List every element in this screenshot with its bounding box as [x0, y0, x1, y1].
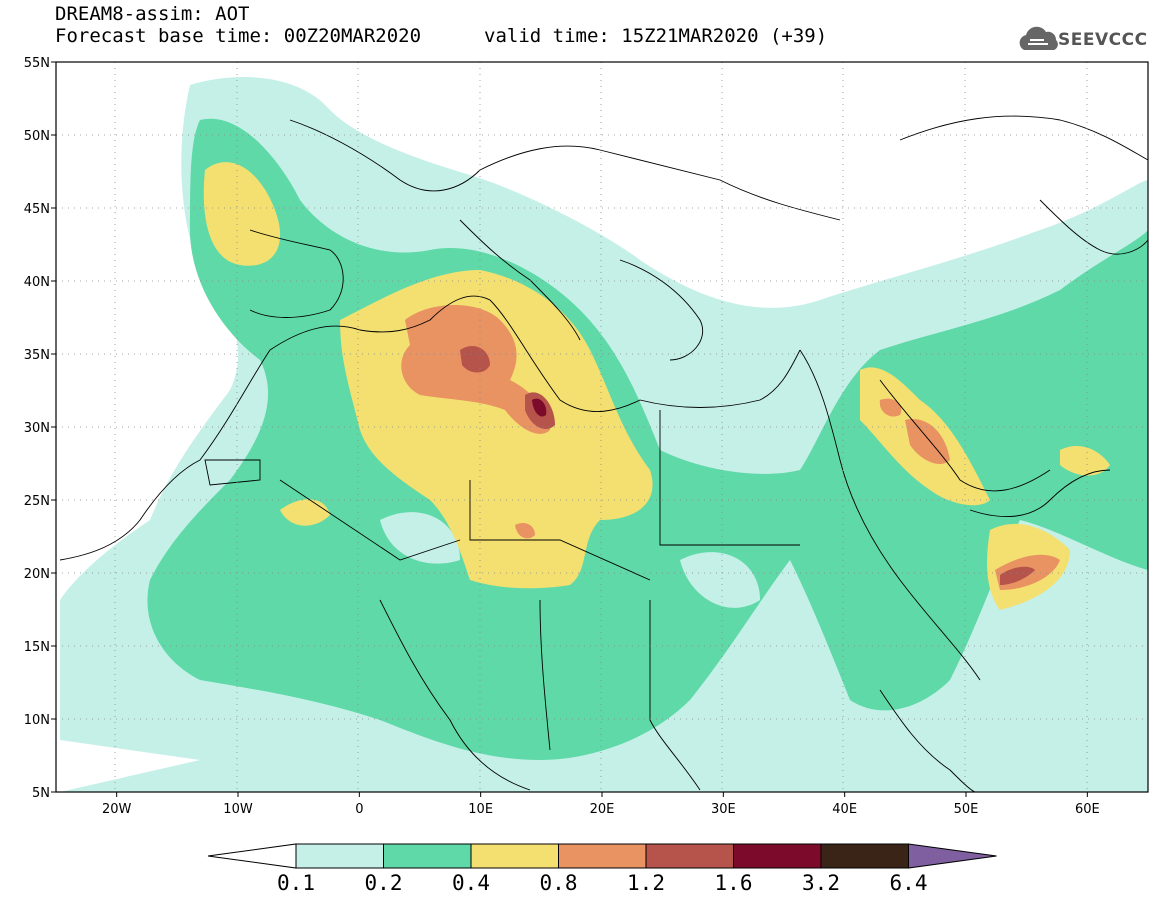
title-line-1: DREAM8-assim: AOT — [55, 3, 250, 25]
lon-tick-label: 10E — [468, 802, 493, 817]
lat-tick-label: 25N — [24, 494, 50, 509]
colorbar-bin — [733, 843, 822, 869]
aot-band-0.2 — [147, 118, 1148, 760]
lat-tick-label: 50N — [24, 129, 50, 144]
colorbar-level-label: 0.2 — [365, 871, 403, 895]
lon-tick-label: 60E — [1075, 802, 1100, 817]
logo-text: SEEVCCC — [1058, 30, 1148, 50]
lon-tick-label: 20E — [590, 802, 615, 817]
lon-tick-label: 0 — [355, 802, 363, 817]
lon-axis-labels: 20W 10W 0 10E 20E 30E 40E 50E 60E — [102, 792, 1100, 817]
title-valid-time: valid time: 15Z21MAR2020 (+39) — [484, 25, 828, 47]
lat-tick-label: 5N — [32, 786, 50, 801]
colorbar: 0.1 0.2 0.4 0.8 1.2 1.6 3.2 6.4 — [207, 843, 997, 895]
map-grid — [56, 62, 1148, 792]
lat-tick-label: 40N — [24, 275, 50, 290]
lon-tick-label: 50E — [954, 802, 979, 817]
lat-tick-label: 15N — [24, 640, 50, 655]
lat-tick-label: 45N — [24, 202, 50, 217]
colorbar-bin — [470, 843, 559, 869]
cloud-logo-icon — [1019, 26, 1058, 50]
colorbar-bin — [383, 843, 472, 869]
colorbar-bin — [820, 843, 909, 869]
lat-axis-labels: 5N 10N 15N 20N 25N 30N 35N 40N 45N 50N 55N — [24, 56, 56, 801]
colorbar-level-label: 0.4 — [452, 871, 490, 895]
aot-band-1.2 — [460, 345, 490, 373]
aot-band-1.6 — [532, 398, 547, 417]
lon-tick-label: 10W — [223, 802, 253, 817]
lon-tick-label: 30E — [711, 802, 736, 817]
lon-tick-label: 40E — [832, 802, 857, 817]
lon-tick-label: 20W — [102, 802, 132, 817]
lat-tick-label: 10N — [24, 713, 50, 728]
lat-tick-label: 55N — [24, 56, 50, 71]
title-base-time: Forecast base time: 00Z20MAR2020 — [55, 25, 422, 47]
colorbar-level-label: 1.6 — [715, 871, 753, 895]
colorbar-bin — [295, 843, 384, 869]
colorbar-bin — [645, 843, 734, 869]
aot-fields — [56, 62, 1148, 792]
colorbar-level-label: 3.2 — [802, 871, 840, 895]
lat-tick-label: 30N — [24, 421, 50, 436]
aot-band-0.4 — [203, 162, 281, 266]
colorbar-level-label: 6.4 — [890, 871, 928, 895]
colorbar-level-label: 0.1 — [277, 871, 315, 895]
lat-tick-label: 35N — [24, 348, 50, 363]
colorbar-max-arrow — [908, 843, 997, 869]
lat-tick-label: 20N — [24, 567, 50, 582]
colorbar-level-label: 0.8 — [540, 871, 578, 895]
colorbar-min-arrow — [207, 843, 297, 869]
country-borders — [59, 115, 1148, 792]
colorbar-level-label: 1.2 — [627, 871, 665, 895]
colorbar-bin — [558, 843, 647, 869]
